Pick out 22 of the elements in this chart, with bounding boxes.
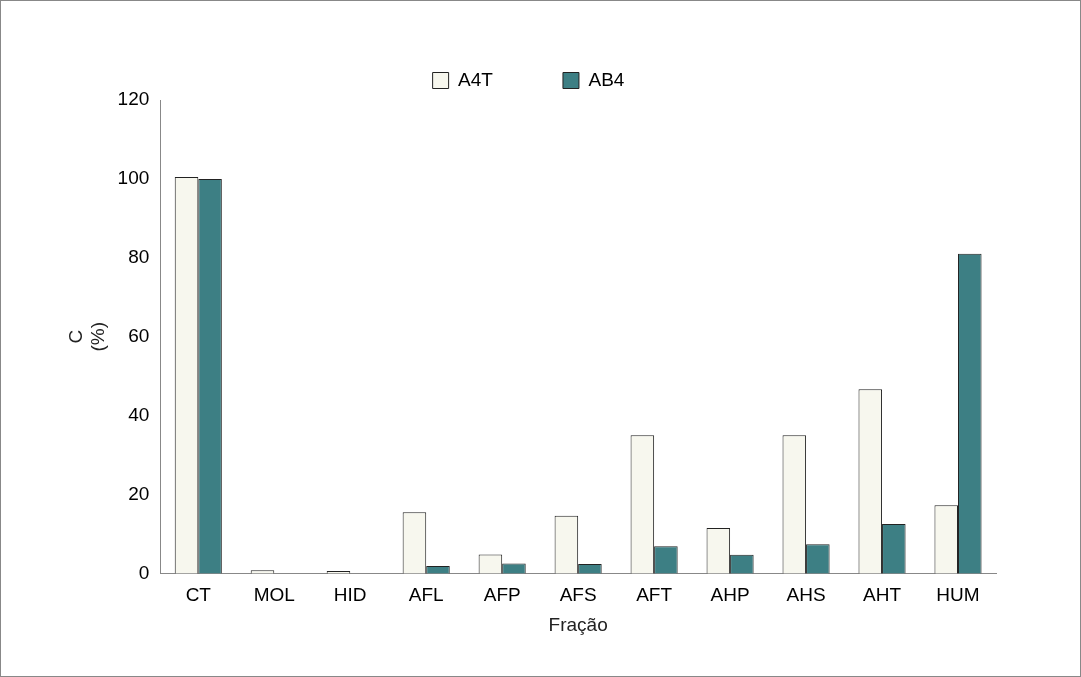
x-tick-label: AFP <box>483 584 521 606</box>
x-tick-label: HID <box>333 584 367 606</box>
x-tick-label: AHS <box>786 584 826 606</box>
y-axis-title: C (%) <box>64 321 109 352</box>
x-tick-label: CT <box>185 584 212 606</box>
y-tick-label: 120 <box>117 88 150 110</box>
x-tick-label: AFS <box>559 584 597 606</box>
x-tick-label: AFL <box>408 584 444 606</box>
x-tick-label: AHP <box>710 584 750 606</box>
x-tick-label: MOL <box>253 584 295 606</box>
y-tick-label: 0 <box>138 561 150 583</box>
y-tick-label: 100 <box>117 167 150 189</box>
x-tick-label: AHT <box>863 584 902 606</box>
legend-label: A4T <box>458 68 494 90</box>
y-tick-label: 80 <box>128 246 150 268</box>
x-tick-label: HUM <box>936 584 980 606</box>
y-tick-label: 40 <box>128 403 150 425</box>
x-tick-label: AFT <box>636 584 673 606</box>
y-tick-label: 60 <box>128 324 150 346</box>
x-axis-title: Fração <box>548 613 608 635</box>
legend-label: AB4 <box>588 68 625 90</box>
y-tick-label: 20 <box>128 482 150 504</box>
